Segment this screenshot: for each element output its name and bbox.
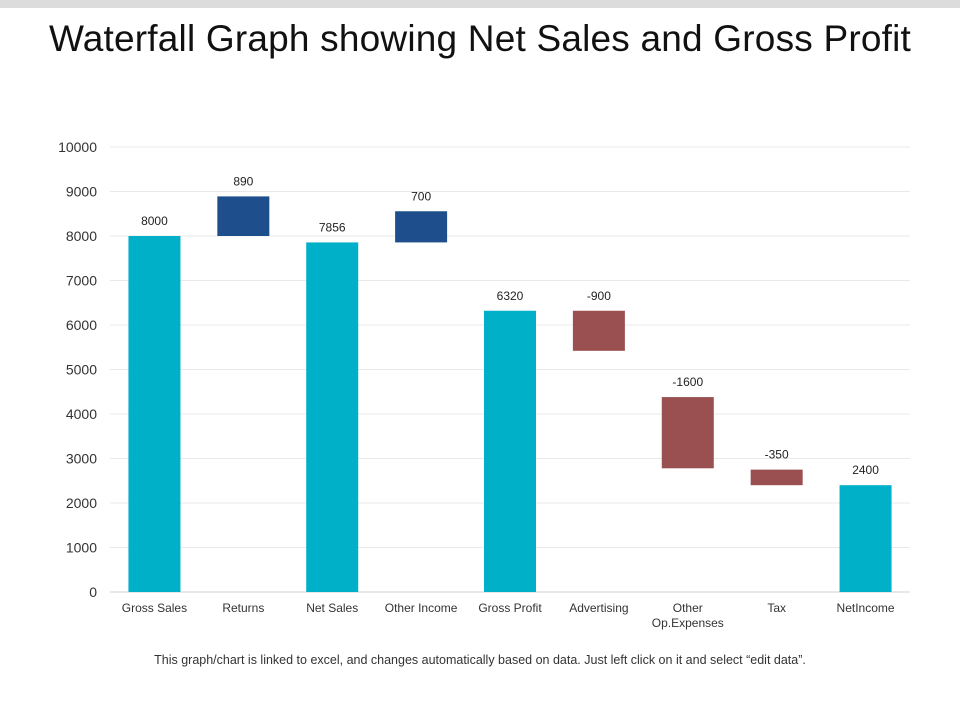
y-tick-label: 8000 <box>66 228 97 244</box>
data-label: 8000 <box>141 214 168 228</box>
top-decorative-band <box>0 0 960 8</box>
category-label: Other Income <box>385 601 458 615</box>
data-label: 2400 <box>852 463 879 477</box>
bar-increase <box>217 196 270 236</box>
data-label: -900 <box>587 289 611 303</box>
bar-decrease <box>750 469 803 486</box>
data-label: -350 <box>765 448 789 462</box>
data-label: -1600 <box>672 375 703 389</box>
chart-title: Waterfall Graph showing Net Sales and Gr… <box>48 18 912 59</box>
footnote-text: This graph/chart is linked to excel, and… <box>154 653 806 667</box>
data-label: 7856 <box>319 220 346 234</box>
y-tick-label: 0 <box>89 584 97 600</box>
y-tick-label: 5000 <box>66 362 97 378</box>
y-tick-label: 9000 <box>66 184 97 200</box>
data-label: 700 <box>411 189 431 203</box>
bar-total <box>839 485 892 592</box>
category-label: Returns <box>222 601 264 615</box>
y-tick-label: 2000 <box>66 495 97 511</box>
bar-increase <box>395 211 448 243</box>
data-label: 890 <box>233 174 253 188</box>
bar-total <box>484 310 536 592</box>
bar-total <box>128 236 181 592</box>
y-tick-label: 3000 <box>66 451 97 467</box>
data-label: 6320 <box>497 289 524 303</box>
y-tick-label: 7000 <box>66 273 97 289</box>
bar-decrease <box>572 310 625 351</box>
category-label: Other Op.Expenses <box>652 601 724 630</box>
y-tick-label: 4000 <box>66 406 97 422</box>
category-label: Advertising <box>569 601 628 615</box>
y-tick-label: 6000 <box>66 317 97 333</box>
category-label: Gross Profit <box>478 601 542 615</box>
category-label: Tax <box>767 601 786 615</box>
bar-total <box>306 242 359 592</box>
y-tick-label: 1000 <box>66 540 97 556</box>
category-label: Net Sales <box>306 601 358 615</box>
category-label: NetIncome <box>837 601 895 615</box>
category-label: Gross Sales <box>122 601 187 615</box>
bar-decrease <box>661 397 714 469</box>
y-tick-label: 10000 <box>58 139 97 155</box>
